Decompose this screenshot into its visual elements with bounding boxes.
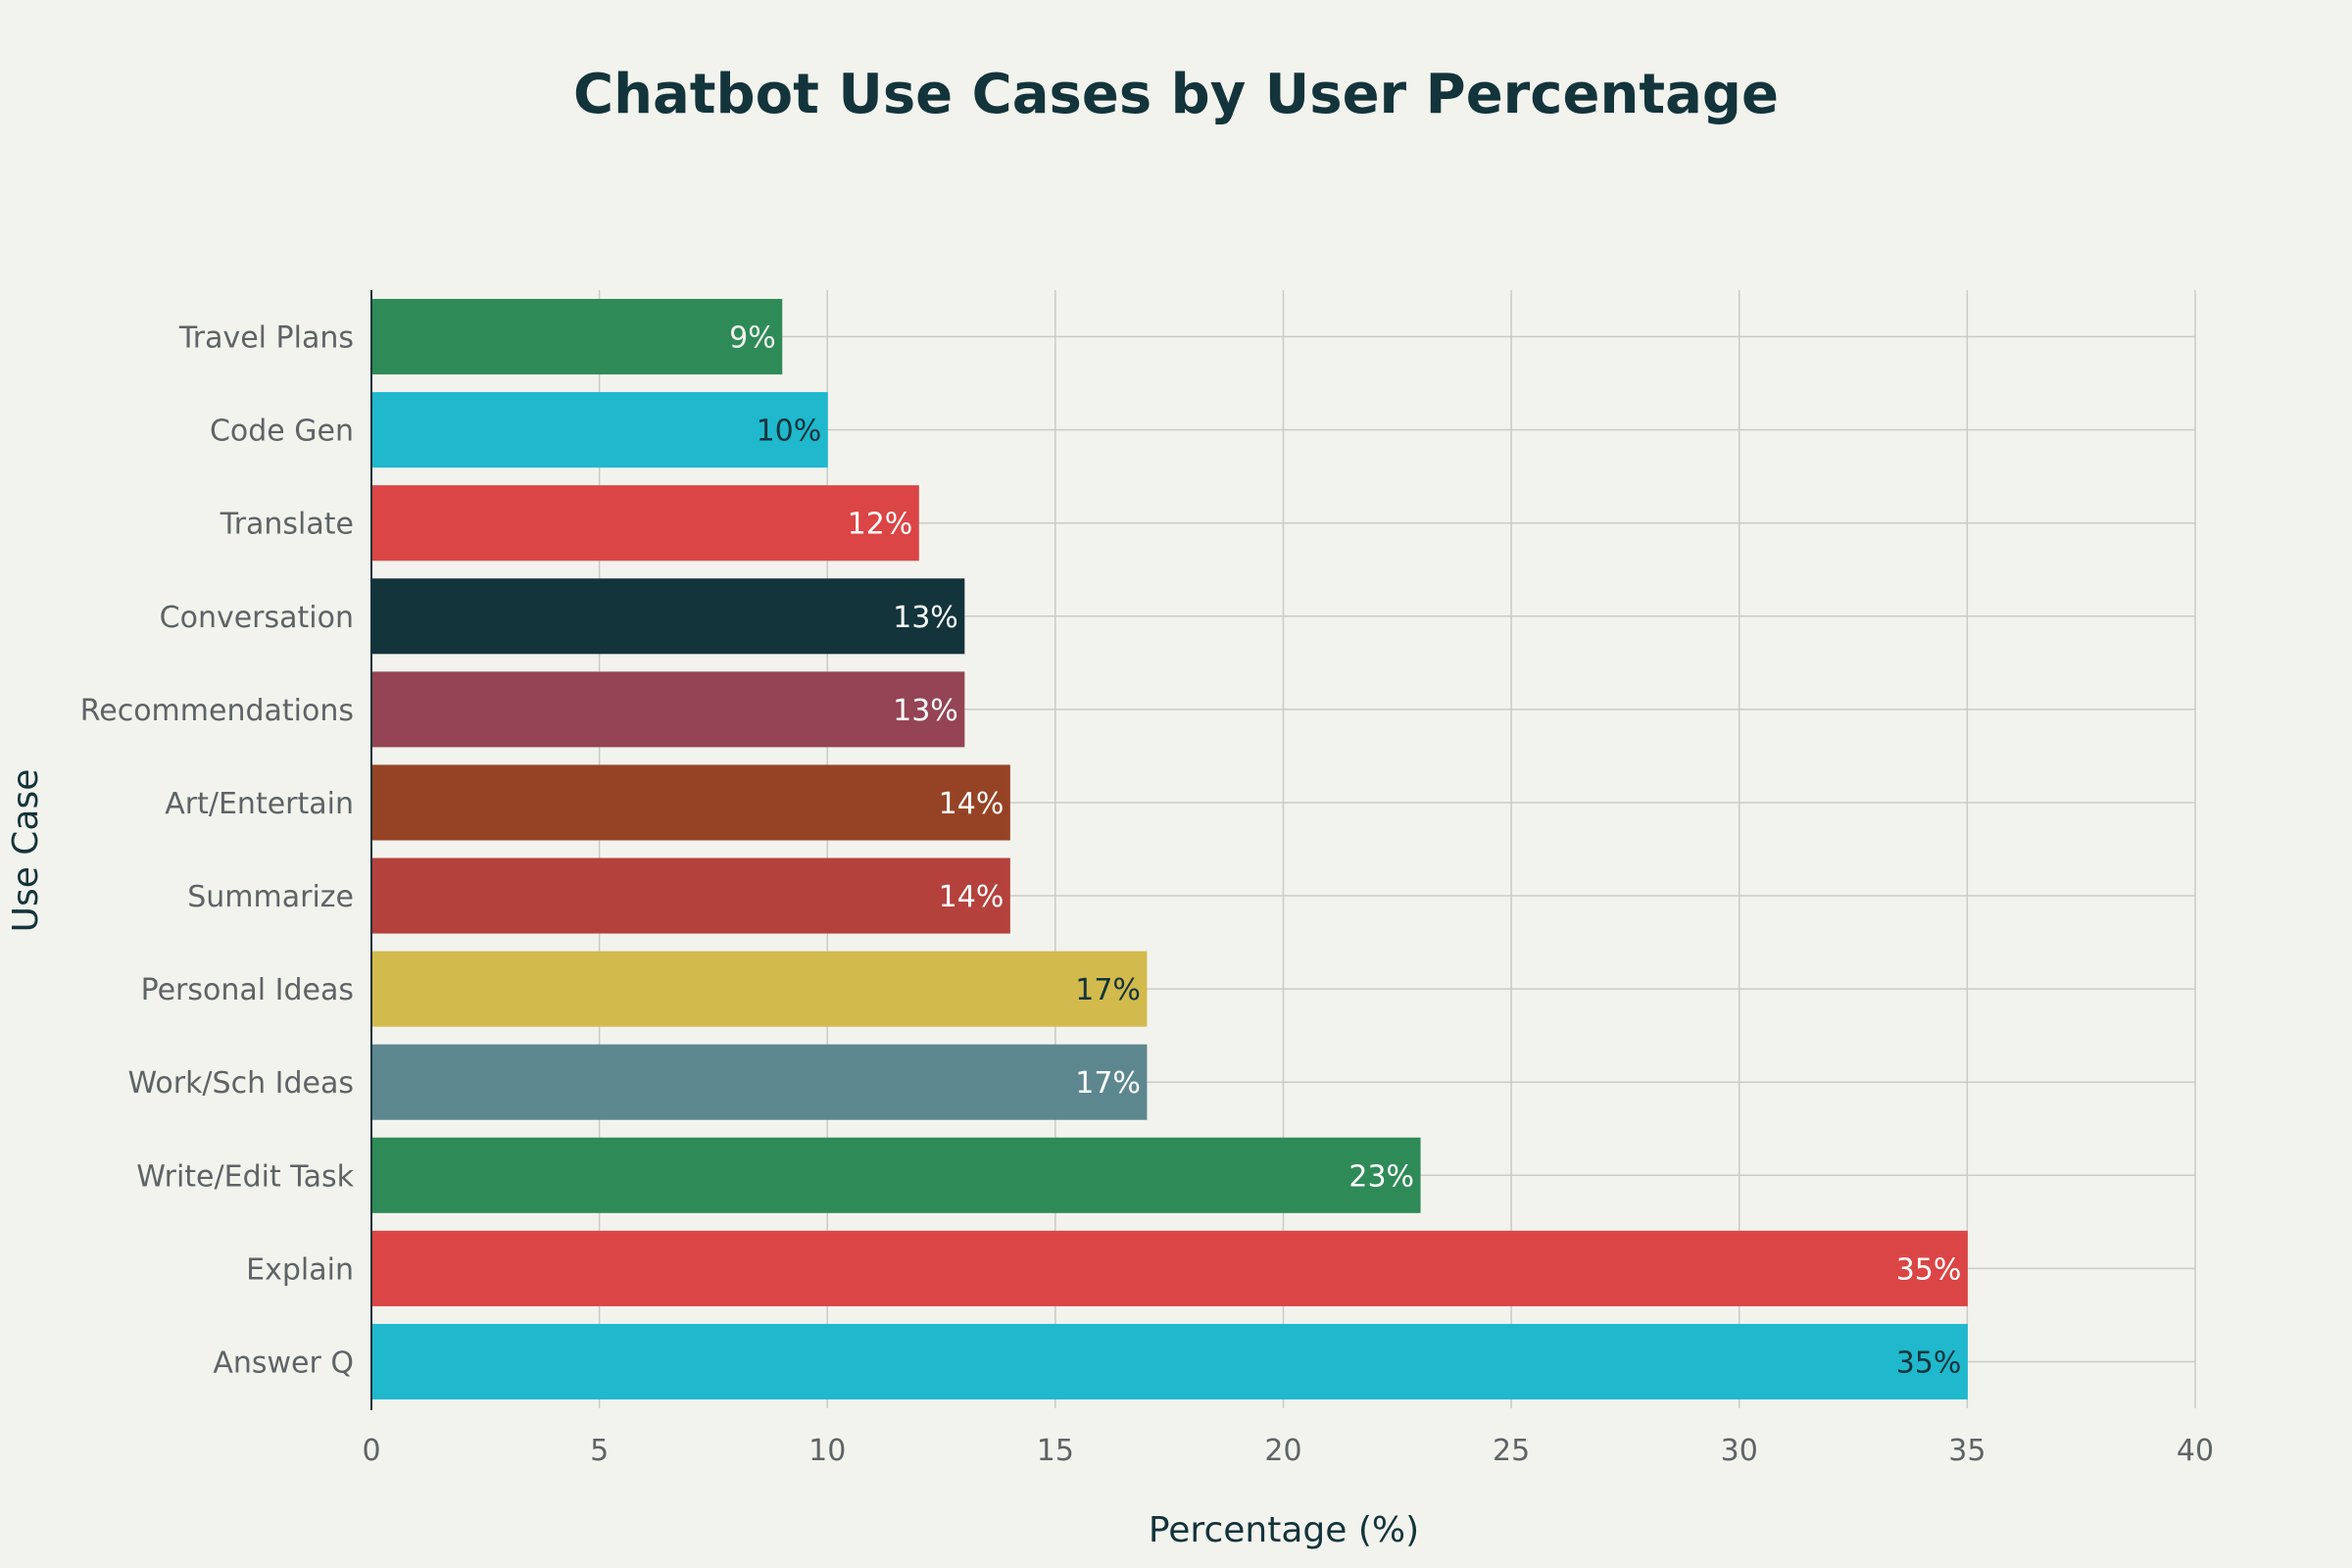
category-label: Art/Entertain bbox=[165, 787, 354, 821]
x-tick-label: 35 bbox=[1948, 1434, 1985, 1468]
bar-value-label: 13% bbox=[893, 601, 958, 635]
category-label: Work/Sch Ideas bbox=[127, 1066, 354, 1101]
bar-value-label: 14% bbox=[939, 787, 1004, 821]
x-tick-label: 40 bbox=[2177, 1434, 2214, 1468]
category-label: Travel Plans bbox=[178, 321, 354, 356]
x-tick-label: 15 bbox=[1037, 1434, 1074, 1468]
x-tick-label: 0 bbox=[362, 1434, 380, 1468]
x-tick-label: 25 bbox=[1493, 1434, 1530, 1468]
bar bbox=[370, 764, 1010, 841]
category-label: Conversation bbox=[160, 601, 354, 635]
bar-value-label: 9% bbox=[729, 321, 776, 356]
bar bbox=[370, 578, 965, 655]
axis-layer: 0 5 10 15 20 25 30 35 40 Travel Plans Code Gen Tran… bbox=[80, 290, 2214, 1468]
chart-title: Chatbot Use Cases by User Percentage bbox=[573, 63, 1779, 126]
category-label: Code Gen bbox=[210, 415, 354, 449]
category-label: Answer Q bbox=[213, 1346, 354, 1380]
category-label: Recommendations bbox=[80, 694, 354, 728]
bar-value-label: 17% bbox=[1075, 1066, 1141, 1101]
x-tick-label: 5 bbox=[590, 1434, 609, 1468]
category-label: Write/Edit Task bbox=[136, 1159, 354, 1194]
category-label: Summarize bbox=[187, 880, 354, 914]
bar bbox=[370, 485, 919, 562]
category-label: Personal Ideas bbox=[141, 973, 354, 1007]
bar-value-label: 17% bbox=[1075, 973, 1141, 1007]
bar-value-label: 35% bbox=[1896, 1346, 1962, 1380]
x-tick-label: 20 bbox=[1264, 1434, 1301, 1468]
bar bbox=[370, 1044, 1148, 1120]
category-label: Explain bbox=[246, 1252, 354, 1287]
bar bbox=[370, 1323, 1968, 1399]
bar bbox=[370, 299, 783, 375]
category-label: Translate bbox=[220, 508, 354, 542]
bar-value-label: 12% bbox=[848, 508, 913, 542]
bar-value-label: 35% bbox=[1896, 1252, 1962, 1287]
x-tick-label: 10 bbox=[808, 1434, 846, 1468]
bar bbox=[370, 392, 828, 468]
x-tick-label: 30 bbox=[1721, 1434, 1758, 1468]
bar-value-label: 13% bbox=[893, 694, 958, 728]
bar-value-label: 14% bbox=[939, 880, 1004, 914]
bar bbox=[370, 1230, 1968, 1306]
bar-value-label: 23% bbox=[1348, 1159, 1414, 1194]
y-axis-title: Use Case bbox=[6, 769, 46, 933]
bar bbox=[370, 671, 965, 748]
bar bbox=[370, 951, 1148, 1027]
bars-layer: 9% 10% 12% 13% 13% 14% 14% 17% 17% 23% 35% 35% bbox=[370, 299, 1968, 1399]
bar-value-label: 10% bbox=[757, 415, 822, 449]
bar bbox=[370, 1137, 1421, 1213]
x-axis-title: Percentage (%) bbox=[1149, 1510, 1419, 1550]
bar bbox=[370, 858, 1010, 934]
